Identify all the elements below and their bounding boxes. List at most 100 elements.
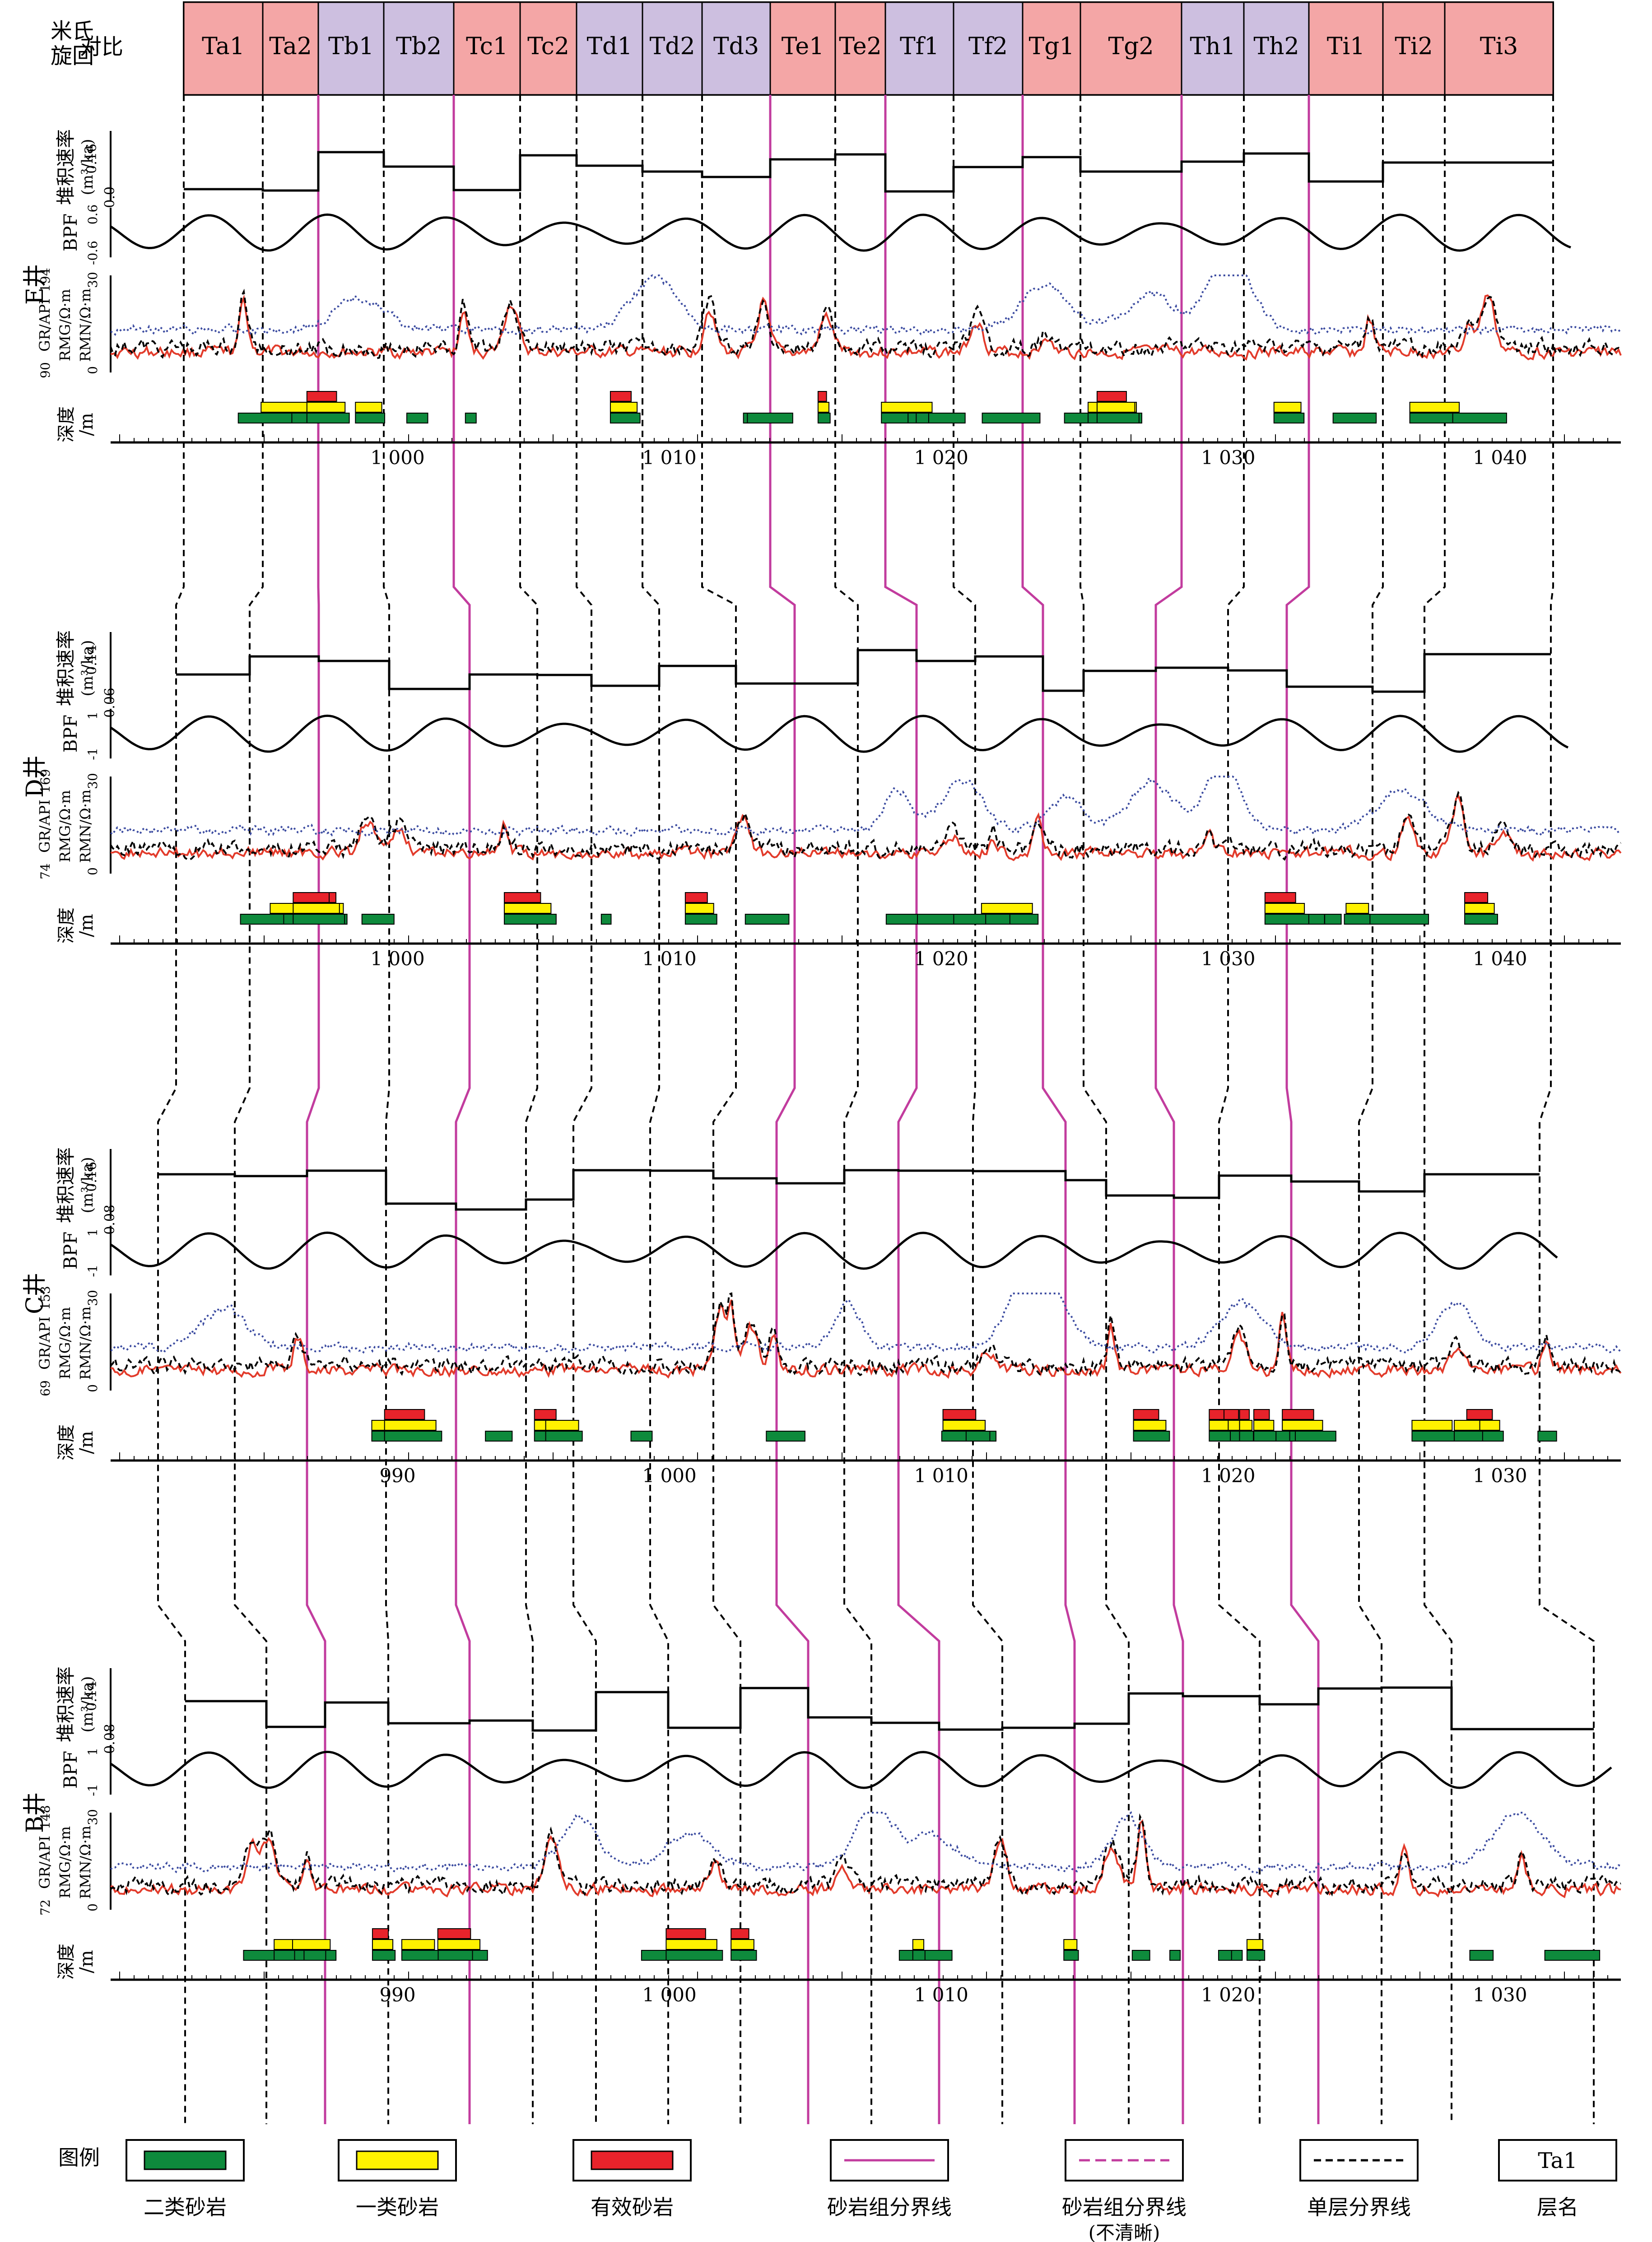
rate-title: 堆积速率 xyxy=(55,129,77,205)
legend-item-frame xyxy=(1065,2139,1184,2182)
sand-red-bar xyxy=(1209,1409,1225,1420)
layer-name: Ti3 xyxy=(1480,33,1518,60)
boundary-lines xyxy=(157,95,1595,2124)
sand-yellow-bar xyxy=(1063,1939,1078,1950)
layer-cell xyxy=(642,1,703,96)
legend-item-frame xyxy=(338,2139,457,2182)
gr-curve xyxy=(110,1811,1621,1874)
gr-label: GR/API xyxy=(36,800,53,853)
sand-green-bar xyxy=(1273,413,1305,423)
legend-red-swatch xyxy=(591,2150,674,2170)
well-block: E井 0.160.0 堆积速率 (m³/ka) BPF 0.6 -0.6 GR/API RMG/… xyxy=(22,129,1622,469)
rate-min: 0.0 xyxy=(102,186,118,208)
depth-tick-label: 1 010 xyxy=(642,447,697,469)
sand-green-bar xyxy=(898,1950,953,1961)
sand-yellow-bar xyxy=(1411,1420,1453,1431)
bpf-min: -1 xyxy=(85,1784,100,1796)
rmn-curve xyxy=(110,1292,1622,1377)
depth-label: 深度 xyxy=(56,406,77,442)
res-min: 0 xyxy=(85,867,100,875)
sand-green-bar xyxy=(361,914,395,925)
depth-tick-label: 1 000 xyxy=(642,1984,697,2006)
legend-item-label: 一类砂岩 xyxy=(356,2195,439,2219)
sand-red-bar xyxy=(306,391,337,402)
gr-min: 69 xyxy=(38,1380,53,1396)
depth-tick-label: 1 010 xyxy=(642,948,697,970)
sand-green-bar xyxy=(1454,1431,1483,1442)
sand-red-bar xyxy=(1223,1409,1239,1420)
layer-name: Ta2 xyxy=(269,33,312,60)
layer-name: Th1 xyxy=(1190,33,1235,60)
rate-max: 0.14 xyxy=(84,1681,100,1711)
bpf-max: 1 xyxy=(85,1748,100,1756)
sand-yellow-bar xyxy=(665,1939,717,1950)
sand-yellow-bar xyxy=(1345,903,1369,914)
sand-green-bar xyxy=(1169,1950,1181,1961)
sand-yellow-bar xyxy=(1253,1420,1275,1431)
sand-green-bar xyxy=(1096,413,1140,423)
bpf-label: BPF xyxy=(60,1751,81,1789)
gr-max: 169 xyxy=(38,769,53,793)
rmg-label: RMG/Ω·m xyxy=(56,1826,74,1898)
rate-unit: (m³/ka) xyxy=(79,1157,97,1214)
sand-yellow-bar xyxy=(1409,402,1460,413)
depth-tick-label: 1 000 xyxy=(642,1465,697,1487)
depth-tick-label: 1 000 xyxy=(370,948,424,970)
single-layer-boundary xyxy=(834,95,872,2124)
sand-green-bar xyxy=(274,1950,295,1961)
rate-max: 0.14 xyxy=(84,645,100,675)
bpf-label: BPF xyxy=(60,214,81,251)
sand-red-bar xyxy=(1239,1409,1250,1420)
sand-red-bar xyxy=(942,1409,977,1420)
res-min: 0 xyxy=(85,366,100,374)
legend-item-label: 二类砂岩 xyxy=(144,2195,227,2219)
sand-green-bar xyxy=(745,914,790,925)
rate-title: 堆积速率 xyxy=(55,1666,77,1742)
res-max: 30 xyxy=(85,773,100,789)
sand-green-bar xyxy=(1131,1950,1150,1961)
sand-green-bar xyxy=(240,914,284,925)
sand-yellow-bar xyxy=(306,402,346,413)
sand-yellow-bar xyxy=(1273,402,1302,413)
sand-red-bar xyxy=(503,892,541,903)
depth-label: 深度 xyxy=(56,1944,77,1980)
depth-tick-label: 1 000 xyxy=(370,447,424,469)
sand-green-bar xyxy=(1064,413,1091,423)
sand-green-bar xyxy=(885,914,918,925)
bpf-curve xyxy=(110,714,1569,753)
sand-yellow-bar xyxy=(355,402,382,413)
depth-unit: /m xyxy=(76,413,97,436)
single-layer-boundary xyxy=(1539,95,1595,2124)
gr-min: 72 xyxy=(38,1899,53,1916)
bpf-max: 1 xyxy=(85,712,100,720)
layer-cell xyxy=(1181,1,1245,96)
sand-green-bar xyxy=(465,413,477,423)
layer-cell xyxy=(183,1,264,96)
sand-red-bar xyxy=(534,1409,557,1420)
sand-yellow-bar xyxy=(293,903,340,914)
depth-tick-label: 1 010 xyxy=(914,1984,968,2006)
sand-green-bar xyxy=(1246,1950,1266,1961)
res-max: 30 xyxy=(85,1809,100,1825)
sand-yellow-bar xyxy=(384,1420,437,1431)
sand-yellow-bar xyxy=(912,1939,925,1950)
sand-green-bar xyxy=(747,413,793,423)
well-name: D井 xyxy=(22,755,49,798)
sand-red-bar xyxy=(437,1928,471,1939)
rmn-curve xyxy=(110,791,1621,861)
header-label-col2: 对比 xyxy=(80,34,123,60)
sand-green-bar xyxy=(610,413,641,423)
sand-green-bar xyxy=(1411,1431,1457,1442)
sand-red-bar xyxy=(817,391,827,402)
gr-min: 90 xyxy=(38,362,53,378)
sand-yellow-bar xyxy=(503,903,552,914)
sand-red-bar xyxy=(610,391,632,402)
res-min: 0 xyxy=(85,1384,100,1392)
depth-tick-label: 1 020 xyxy=(914,447,968,469)
sand-green-bar xyxy=(1369,914,1429,925)
sand-yellow-bar xyxy=(372,1939,394,1950)
sand-green-bar xyxy=(1324,914,1342,925)
layer-cell xyxy=(1080,1,1182,96)
